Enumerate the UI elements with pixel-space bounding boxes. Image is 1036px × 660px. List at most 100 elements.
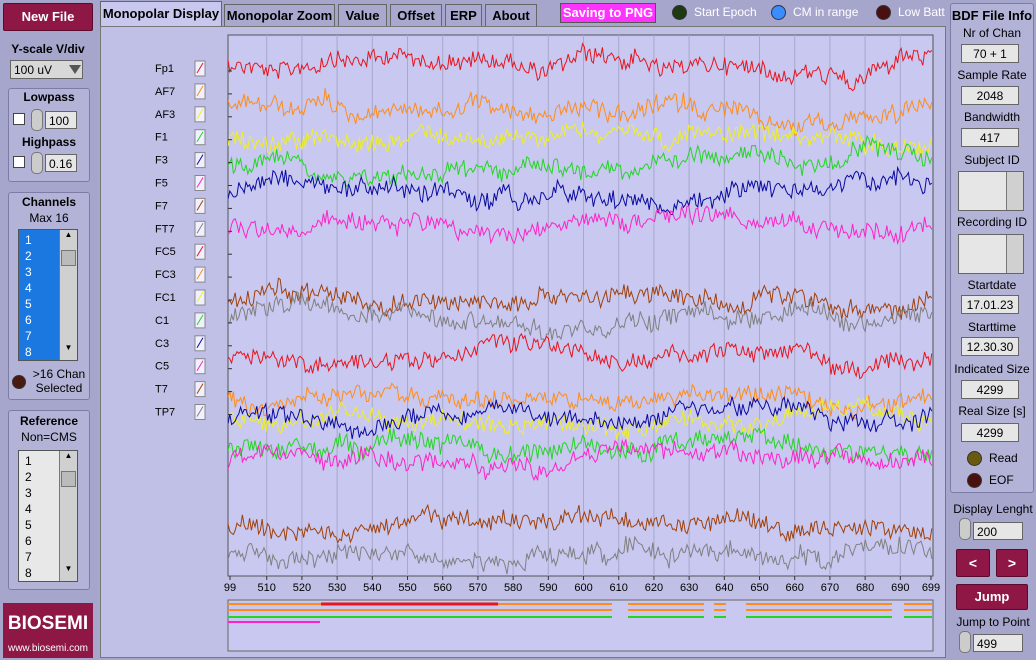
scroll-down[interactable]: ▼ [64,343,73,352]
tab[interactable]: About [485,4,537,26]
scroll-up[interactable]: ▲ [64,230,73,239]
lowpass-spinner[interactable] [31,109,43,131]
info-textbox[interactable] [958,171,1024,211]
list-item[interactable]: 2 [25,249,32,263]
info-label: Indicated Size [954,362,1030,376]
x-tick-label: 690 [891,582,909,594]
channel-color [196,383,204,394]
channel-color [196,62,204,74]
logo: BIOSEMI [7,613,89,634]
eeg-trace [228,438,933,481]
channel-color [196,177,204,188]
x-tick-label: 530 [328,582,346,594]
channel-color [196,268,204,280]
info-textbox[interactable] [958,234,1024,274]
channel-label: C5 [155,361,169,373]
new-file-button[interactable]: New File [3,3,93,31]
reference-list[interactable]: 1 2 3 4 5 6 7 8 ▲ ▼ [18,450,78,582]
display-length-spinner[interactable] [959,518,971,540]
read-label: Read [989,451,1018,465]
reference-value: Non=CMS [21,430,77,444]
highpass-checkbox[interactable] [13,156,25,168]
x-tick-label: 590 [539,582,557,594]
scroll-down[interactable]: ▼ [64,564,73,573]
x-tick-label: 620 [645,582,663,594]
list-item[interactable]: 6 [25,534,32,548]
list-item[interactable]: 8 [25,345,32,359]
scroll-thumb[interactable] [61,471,76,487]
list-item[interactable]: 1 [25,454,32,468]
prev-button[interactable]: < [956,549,990,577]
next-button[interactable]: > [996,549,1028,577]
tab[interactable]: ERP [445,4,482,26]
list-item[interactable]: 7 [25,550,32,564]
channel-label: Fp1 [155,63,174,75]
highpass-label: Highpass [21,135,76,149]
save-png-button[interactable]: Saving to PNG [560,3,656,23]
x-tick-label: 520 [293,582,311,594]
display-length-field[interactable]: 200 [973,522,1023,540]
channel-label: C1 [155,315,169,327]
jump-button[interactable]: Jump [956,584,1028,610]
channel-label: FC3 [155,269,176,281]
channel-color [196,131,204,142]
list-item[interactable]: 8 [25,566,32,580]
channel-label: F1 [155,132,168,144]
channel-color [196,223,204,234]
x-tick-label: 600 [574,582,592,594]
list-item[interactable]: 4 [25,281,32,295]
list-item[interactable]: 4 [25,502,32,516]
eeg-trace [228,503,933,544]
scroll-thumb[interactable] [61,250,76,266]
x-tick-label: 680 [856,582,874,594]
list-item[interactable]: 2 [25,470,32,484]
list-item[interactable]: 6 [25,313,32,327]
channel-label: AF3 [155,109,175,121]
channel-label: TP7 [155,407,175,419]
tab[interactable]: Monopolar Zoom [224,4,335,26]
info-label: Starttime [967,320,1016,334]
scrollbar[interactable]: ▲ ▼ [59,451,77,581]
highpass-spinner[interactable] [31,152,43,174]
list-item[interactable]: 1 [25,233,32,247]
x-tick-label: 640 [715,582,733,594]
eof-label: EOF [989,473,1014,487]
eeg-trace [228,205,933,246]
jump-point-spinner[interactable] [959,631,971,653]
info-label: Bandwidth [963,110,1021,124]
eeg-trace [228,88,933,137]
info-label: Real Size [s] [958,404,1026,418]
jump-point-field[interactable]: 499 [973,634,1023,652]
file-info-title: BDF File Info [951,8,1033,23]
highpass-field[interactable]: 0.16 [45,154,77,172]
lowpass-checkbox[interactable] [13,113,25,125]
tab[interactable]: Offset [390,4,442,26]
textbox-scrollbar[interactable] [1006,235,1023,273]
x-tick-label: 550 [398,582,416,594]
tab[interactable]: Value [338,4,387,26]
scroll-up[interactable]: ▲ [64,451,73,460]
list-item[interactable]: 5 [25,297,32,311]
channel-color [196,154,204,165]
channel-label: F3 [155,155,168,167]
list-item[interactable]: 3 [25,265,32,279]
website: www.biosemi.com [7,643,89,654]
textbox-scrollbar[interactable] [1006,172,1023,210]
x-tick-label: 670 [821,582,839,594]
eeg-trace [228,165,933,216]
eeg-trace [228,121,933,158]
x-tick-label: 699 [922,582,940,594]
x-tick-label: 580 [504,582,522,594]
scrollbar[interactable]: ▲ ▼ [59,230,77,360]
x-tick-label: 560 [434,582,452,594]
list-item[interactable]: 5 [25,518,32,532]
x-tick-label: 510 [258,582,276,594]
list-item[interactable]: 3 [25,486,32,500]
eeg-trace [228,277,933,320]
lowpass-field[interactable]: 100 [45,111,77,129]
plot-background [227,34,934,577]
indicator-label: Start Epoch [694,5,757,19]
yscale-dropdown[interactable]: 100 uV [10,60,83,79]
channels-list[interactable]: 1 2 3 4 5 6 7 8 ▲ ▼ [18,229,78,361]
list-item[interactable]: 7 [25,329,32,343]
